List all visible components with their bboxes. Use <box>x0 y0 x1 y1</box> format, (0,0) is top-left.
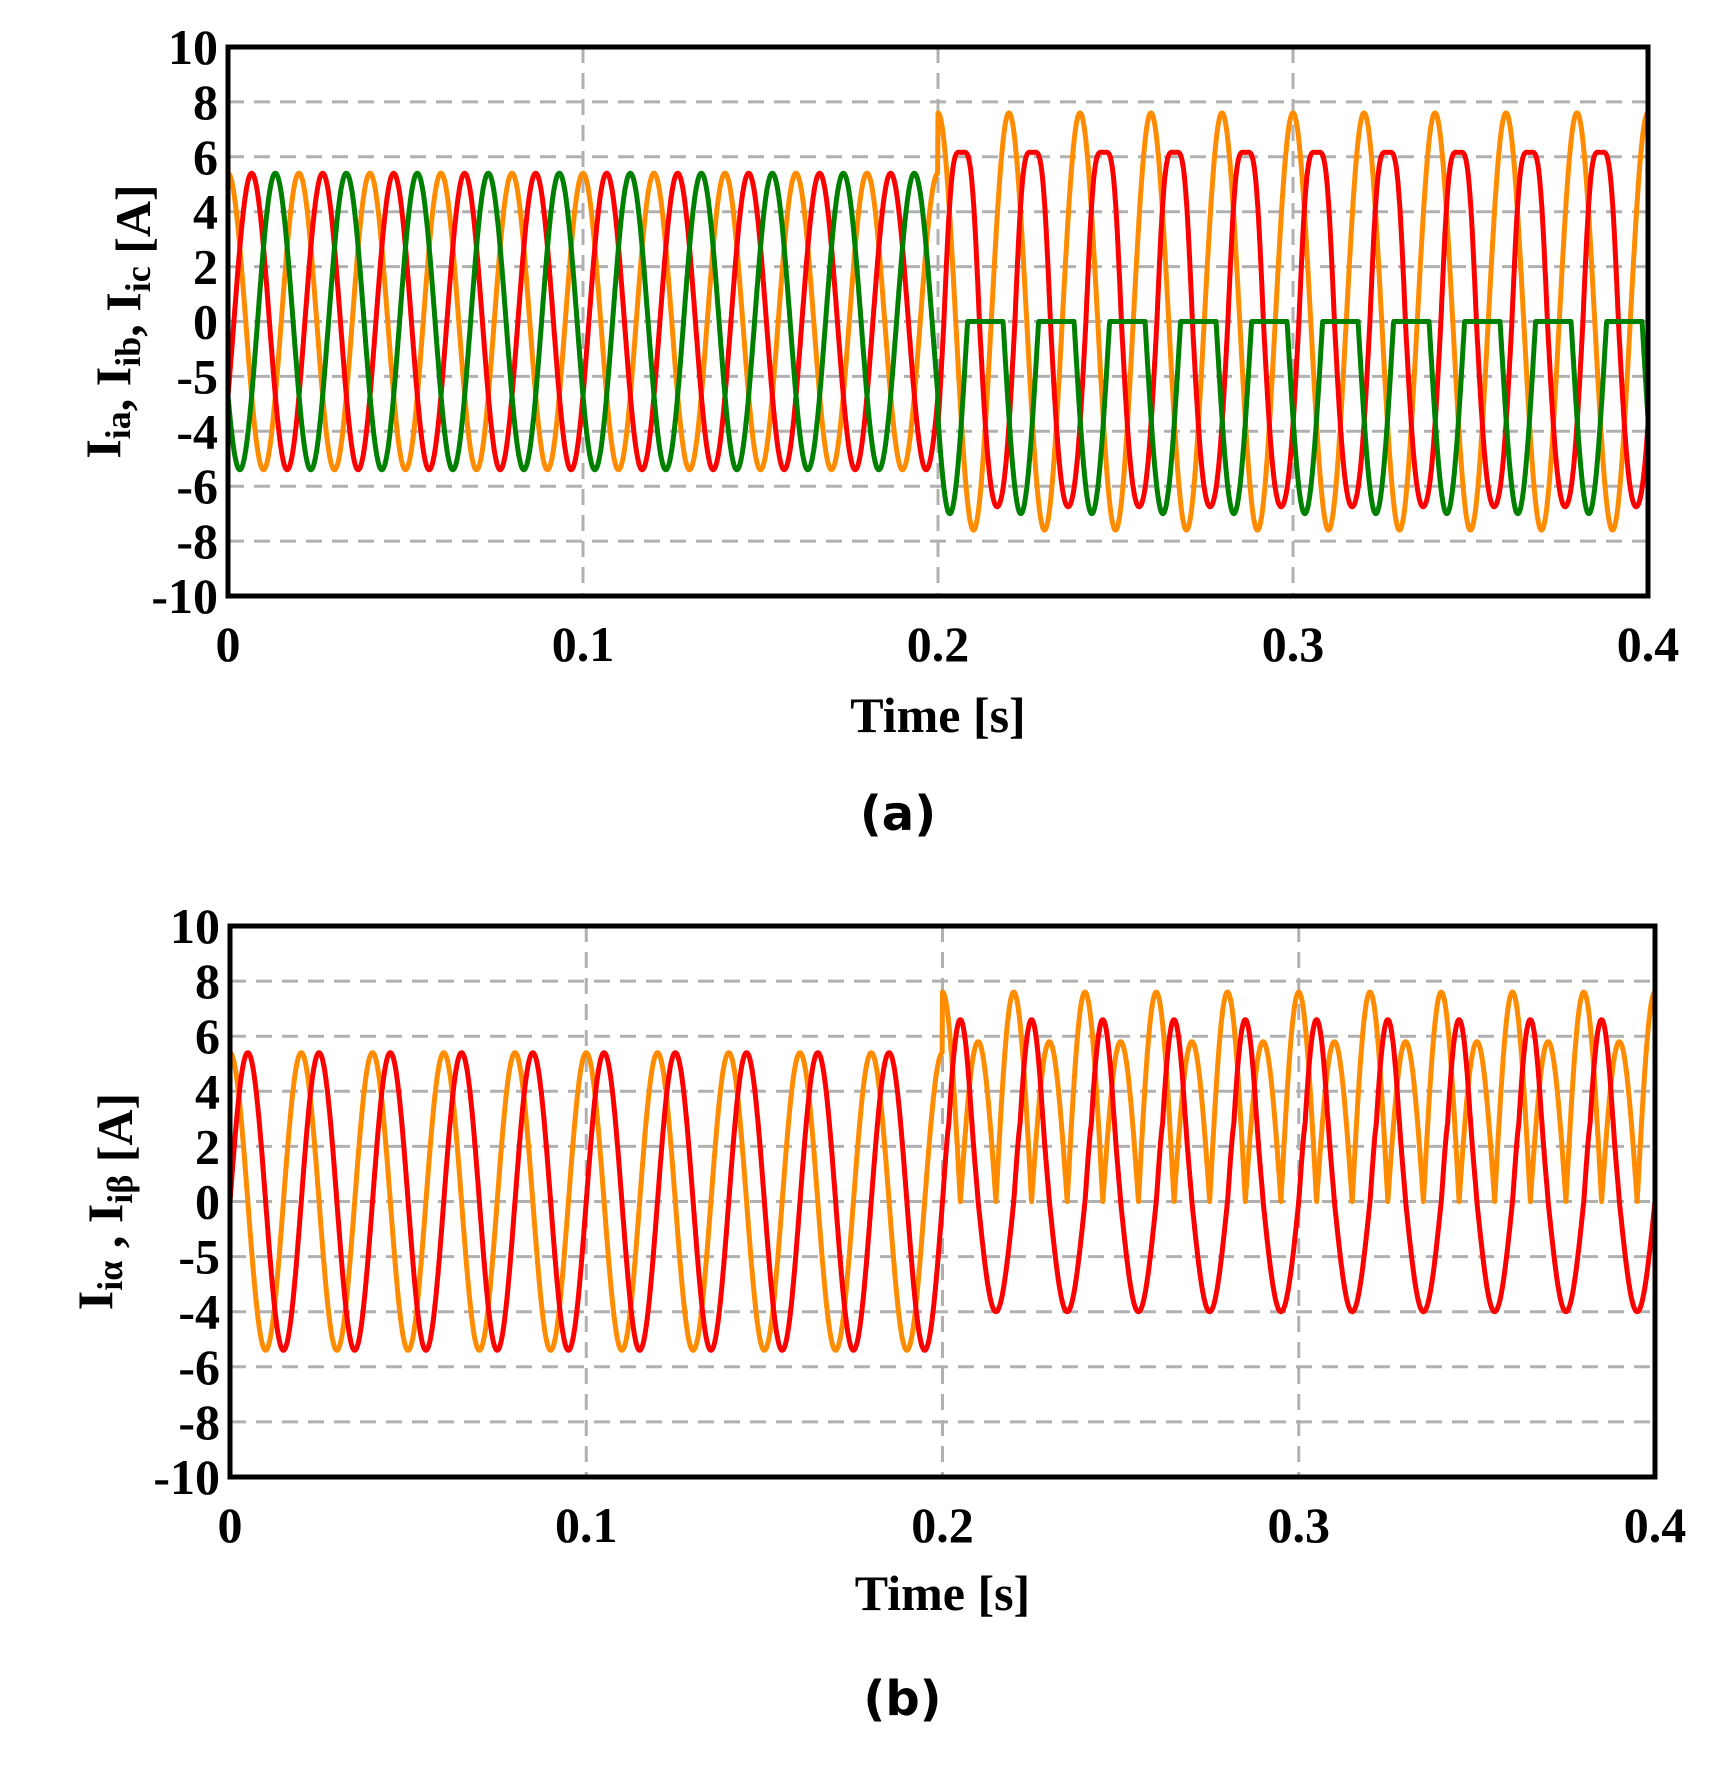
y-tick-label: -10 <box>153 1449 220 1505</box>
y-tick-label: -4 <box>176 403 218 459</box>
y-tick-label: -5 <box>176 348 218 404</box>
x-tick-label: 0.4 <box>1624 1497 1687 1553</box>
y-axis-label: Iia, Iib, Iic [A] <box>75 184 161 458</box>
series-line-Iic <box>225 170 1651 517</box>
x-tick-label: 0 <box>216 616 241 672</box>
x-tick-label: 0.3 <box>1262 616 1325 672</box>
x-tick-label: 0.1 <box>555 1497 618 1553</box>
x-tick-label: 0.2 <box>911 1497 974 1553</box>
y-label-part: I <box>67 1291 123 1310</box>
y-tick-label: 8 <box>193 74 218 130</box>
y-tick-label: 2 <box>195 1118 220 1174</box>
y-tick-label: -5 <box>178 1229 220 1285</box>
y-label-subscript: iβ <box>100 1175 140 1204</box>
y-tick-label: -10 <box>151 568 218 624</box>
y-tick-label: -8 <box>178 1394 220 1450</box>
y-axis-label: Iiα , Iiβ [A] <box>67 1093 143 1310</box>
y-tick-label: -4 <box>178 1284 220 1340</box>
y-label-subscript: ic <box>118 266 158 292</box>
y-tick-label: 6 <box>193 129 218 185</box>
y-tick-label: 10 <box>170 898 220 954</box>
plot-frame <box>225 44 1651 599</box>
y-tick-label: 0 <box>193 294 218 350</box>
y-label-part: , I <box>77 1204 133 1261</box>
y-tick-label: -6 <box>176 458 218 514</box>
y-label-subscript: ib <box>108 337 148 367</box>
panel-caption: (a) <box>860 786 936 842</box>
y-tick-label: 0 <box>195 1174 220 1230</box>
y-label-subscript: iα <box>90 1261 130 1291</box>
series-line-Iiα <box>227 989 1658 1353</box>
y-tick-label: -8 <box>176 513 218 569</box>
x-tick-label: 0.4 <box>1617 616 1680 672</box>
y-label-part: I <box>75 439 131 458</box>
plot-frame <box>227 923 1658 1480</box>
series-line-Iiβ <box>227 1017 1658 1353</box>
y-tick-label: 4 <box>193 184 218 240</box>
x-tick-label: 0.2 <box>907 616 970 672</box>
y-tick-label: -6 <box>178 1339 220 1395</box>
x-tick-label: 0 <box>218 1497 243 1553</box>
y-label-part: [A] <box>105 184 161 266</box>
y-label-part: , I <box>85 367 141 411</box>
panel-caption: (b) <box>863 1671 941 1727</box>
y-label-part: , I <box>95 292 151 336</box>
y-tick-label: 6 <box>195 1008 220 1064</box>
y-tick-label: 2 <box>193 239 218 295</box>
x-tick-label: 0.1 <box>552 616 615 672</box>
y-tick-label: 10 <box>168 19 218 75</box>
x-axis-label: Time [s] <box>850 687 1025 743</box>
x-tick-label: 0.3 <box>1268 1497 1331 1553</box>
x-axis-label: Time [s] <box>855 1565 1030 1621</box>
y-tick-label: 8 <box>195 953 220 1009</box>
y-label-subscript: ia <box>98 411 138 439</box>
y-label-part: [A] <box>87 1093 143 1175</box>
y-tick-label: 4 <box>195 1063 220 1119</box>
